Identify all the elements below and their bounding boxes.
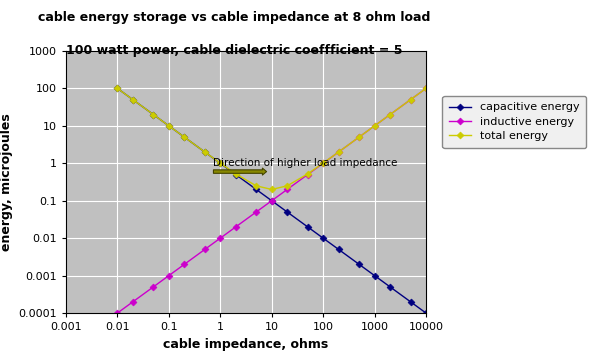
capacitive energy: [335, 247, 342, 252]
inductive energy: [150, 285, 157, 289]
capacitive energy: [304, 225, 311, 229]
capacitive energy: [130, 98, 137, 102]
inductive energy: [268, 198, 275, 203]
capacitive energy: [268, 198, 275, 203]
total energy: [407, 98, 414, 102]
inductive energy: [355, 135, 362, 139]
capacitive energy: [150, 112, 157, 117]
X-axis label: cable impedance, ohms: cable impedance, ohms: [163, 338, 329, 351]
total energy: [150, 112, 157, 117]
inductive energy: [407, 98, 414, 102]
total energy: [181, 135, 188, 139]
inductive energy: [253, 210, 260, 214]
Text: Direction of higher load impedance: Direction of higher load impedance: [213, 158, 397, 168]
Y-axis label: energy, microjoules: energy, microjoules: [0, 113, 13, 251]
inductive energy: [165, 273, 172, 278]
inductive energy: [422, 86, 430, 91]
total energy: [201, 150, 208, 154]
capacitive energy: [386, 285, 394, 289]
inductive energy: [386, 112, 394, 117]
inductive energy: [284, 187, 291, 191]
inductive energy: [217, 236, 224, 240]
capacitive energy: [422, 311, 430, 315]
total energy: [114, 86, 121, 91]
total energy: [371, 124, 378, 128]
total energy: [422, 86, 430, 91]
inductive energy: [201, 247, 208, 252]
inductive energy: [304, 173, 311, 177]
inductive energy: [232, 225, 239, 229]
Line: inductive energy: inductive energy: [115, 86, 428, 316]
total energy: [232, 172, 239, 176]
capacitive energy: [253, 187, 260, 191]
inductive energy: [114, 311, 121, 315]
Line: total energy: total energy: [115, 86, 428, 192]
inductive energy: [181, 262, 188, 266]
total energy: [386, 112, 394, 117]
capacitive energy: [355, 262, 362, 266]
capacitive energy: [217, 161, 224, 166]
inductive energy: [371, 124, 378, 128]
total energy: [335, 150, 342, 154]
total energy: [253, 183, 260, 188]
Line: capacitive energy: capacitive energy: [115, 86, 428, 316]
Text: 100 watt power, cable dielectric coeffficient = 5: 100 watt power, cable dielectric coefffi…: [66, 44, 402, 57]
capacitive energy: [232, 173, 239, 177]
inductive energy: [320, 161, 327, 166]
capacitive energy: [407, 300, 414, 304]
Legend: capacitive energy, inductive energy, total energy: capacitive energy, inductive energy, tot…: [442, 96, 586, 148]
capacitive energy: [114, 86, 121, 91]
capacitive energy: [181, 135, 188, 139]
capacitive energy: [284, 210, 291, 214]
total energy: [130, 98, 137, 102]
total energy: [165, 124, 172, 128]
total energy: [268, 187, 275, 191]
total energy: [217, 161, 224, 165]
capacitive energy: [371, 273, 378, 278]
Text: cable energy storage vs cable impedance at 8 ohm load: cable energy storage vs cable impedance …: [38, 11, 430, 24]
total energy: [320, 161, 327, 165]
total energy: [355, 135, 362, 139]
capacitive energy: [320, 236, 327, 240]
inductive energy: [335, 150, 342, 154]
inductive energy: [130, 300, 137, 304]
capacitive energy: [165, 124, 172, 128]
total energy: [284, 183, 291, 188]
total energy: [304, 172, 311, 176]
capacitive energy: [201, 150, 208, 154]
